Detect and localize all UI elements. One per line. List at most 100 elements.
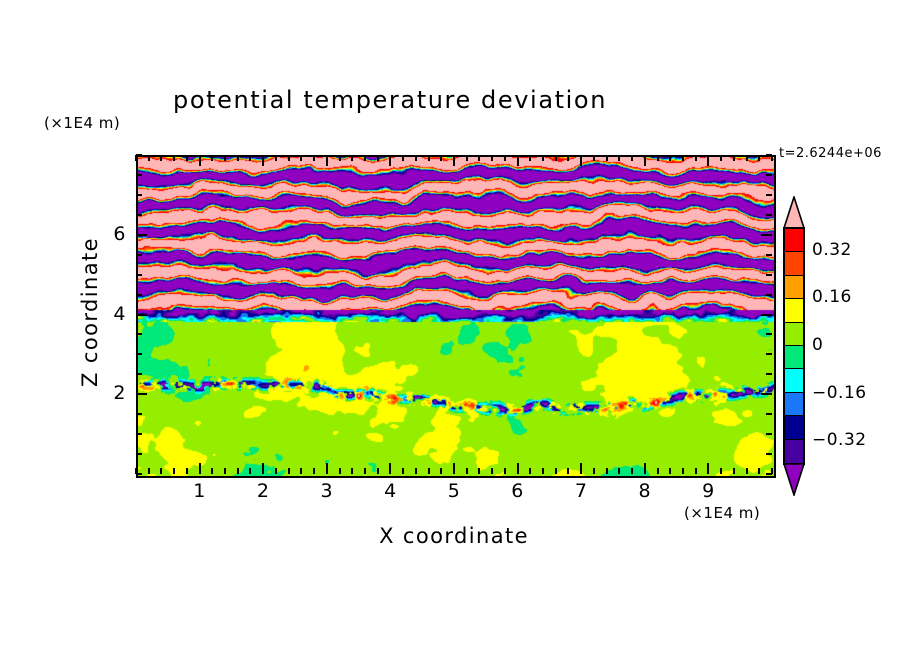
- colorbar-over-arrow-icon: [783, 196, 805, 229]
- x-minor-tick: [732, 468, 735, 474]
- x-minor-tick-top: [567, 155, 570, 161]
- x-major-tick: [389, 463, 392, 474]
- y-major-tick: [136, 393, 147, 396]
- x-major-tick: [643, 463, 646, 474]
- x-major-tick: [707, 463, 710, 474]
- colorbar-under-arrow-icon: [783, 463, 805, 496]
- x-axis-label: X coordinate: [379, 524, 529, 548]
- colorbar-band: [785, 439, 803, 463]
- x-minor-tick: [173, 468, 176, 474]
- x-minor-tick-top: [758, 155, 761, 161]
- x-minor-tick: [542, 468, 545, 474]
- x-minor-tick-top: [160, 155, 163, 161]
- x-minor-tick-top: [681, 155, 684, 161]
- x-minor-tick-top: [465, 155, 468, 161]
- y-major-tick-right: [761, 233, 772, 236]
- x-minor-tick: [313, 468, 316, 474]
- x-major-tick: [453, 463, 455, 474]
- x-minor-tick: [414, 468, 417, 474]
- y-minor-tick: [136, 433, 142, 436]
- x-minor-tick: [771, 468, 773, 474]
- x-minor-tick-top: [224, 155, 227, 161]
- x-minor-tick: [605, 468, 608, 474]
- x-minor-tick: [631, 468, 634, 474]
- x-minor-tick: [503, 468, 506, 474]
- x-minor-tick-top: [211, 155, 214, 161]
- x-minor-tick-top: [351, 155, 354, 161]
- y-minor-tick-right: [766, 193, 772, 196]
- x-minor-tick: [135, 468, 137, 474]
- y-minor-tick: [136, 293, 142, 296]
- x-minor-tick: [300, 468, 303, 474]
- y-major-tick-right: [761, 313, 772, 316]
- x-major-tick: [580, 463, 583, 474]
- x-minor-tick: [363, 468, 366, 474]
- colorbar-band: [785, 275, 803, 300]
- colorbar-band: [785, 299, 803, 323]
- y-minor-tick: [136, 473, 142, 475]
- x-minor-tick: [618, 468, 621, 474]
- x-tick-label: 2: [256, 480, 270, 502]
- x-tick-label: 6: [511, 480, 524, 502]
- x-minor-tick: [427, 468, 430, 474]
- x-minor-tick-top: [478, 155, 481, 161]
- x-minor-tick: [592, 468, 595, 474]
- colorbar-band: [785, 229, 803, 253]
- x-major-tick: [516, 463, 519, 474]
- y-minor-tick-right: [766, 453, 772, 456]
- y-axis-label: Z coordinate: [78, 237, 102, 387]
- x-minor-tick-top: [503, 155, 506, 161]
- y-tick-label: 2: [113, 382, 126, 405]
- x-minor-tick-top: [656, 155, 659, 161]
- y-minor-tick-right: [766, 213, 772, 216]
- x-minor-tick: [720, 468, 723, 474]
- x-minor-tick: [287, 468, 290, 474]
- x-major-tick-top: [325, 155, 328, 166]
- x-minor-tick: [656, 468, 659, 474]
- x-minor-tick-top: [363, 155, 366, 161]
- y-minor-tick-right: [766, 154, 772, 156]
- x-minor-tick: [376, 468, 379, 474]
- x-major-tick: [325, 463, 328, 474]
- x-minor-tick-top: [300, 155, 303, 161]
- x-major-tick-top: [198, 155, 201, 166]
- x-minor-tick: [185, 468, 188, 474]
- time-annotation: t=2.6244e+06: [779, 146, 882, 161]
- y-minor-tick-right: [766, 353, 772, 356]
- x-major-tick-top: [453, 155, 455, 166]
- x-minor-tick: [567, 468, 570, 474]
- y-minor-tick: [136, 453, 142, 456]
- x-tick-label: 5: [447, 480, 461, 502]
- x-minor-tick-top: [402, 155, 405, 161]
- x-tick-label: 7: [574, 480, 588, 502]
- x-minor-tick: [694, 468, 697, 474]
- y-tick-label: 6: [113, 222, 126, 245]
- y-minor-tick-right: [766, 333, 772, 336]
- colorbar-band: [785, 252, 803, 276]
- x-minor-tick: [758, 468, 761, 474]
- x-major-tick-top: [643, 155, 646, 166]
- x-minor-tick-top: [185, 155, 188, 161]
- x-minor-tick-top: [529, 155, 532, 161]
- x-axis-unit-label: (×1E4 m): [684, 504, 761, 522]
- y-minor-tick: [136, 213, 142, 216]
- y-tick-label: 4: [113, 302, 126, 325]
- x-minor-tick-top: [720, 155, 723, 161]
- y-axis-unit-label: (×1E4 m): [44, 114, 121, 132]
- colorbar-band: [785, 345, 803, 370]
- y-minor-tick: [136, 173, 142, 176]
- y-minor-tick: [136, 253, 142, 256]
- x-minor-tick: [465, 468, 468, 474]
- x-minor-tick-top: [694, 155, 697, 161]
- x-minor-tick-top: [745, 155, 748, 161]
- x-major-tick: [262, 463, 265, 474]
- x-minor-tick-top: [414, 155, 417, 161]
- colorbar-tick-label: −0.16: [812, 382, 867, 403]
- x-minor-tick: [211, 468, 214, 474]
- colorbar-tick-label: 0.16: [812, 287, 852, 308]
- y-major-tick: [136, 233, 147, 236]
- x-minor-tick-top: [669, 155, 672, 161]
- x-minor-tick: [236, 468, 239, 474]
- y-minor-tick-right: [766, 373, 772, 376]
- colorbar-bands: [783, 227, 805, 465]
